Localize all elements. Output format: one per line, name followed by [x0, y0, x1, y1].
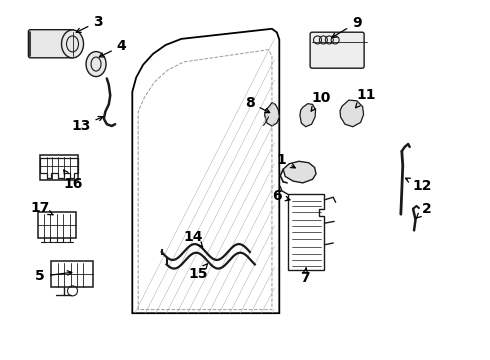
Text: 4: 4 — [99, 39, 126, 57]
Text: 17: 17 — [30, 201, 53, 215]
Text: 7: 7 — [300, 268, 310, 285]
FancyBboxPatch shape — [28, 30, 74, 58]
Text: 16: 16 — [64, 170, 83, 190]
Text: 15: 15 — [189, 264, 208, 281]
Text: 11: 11 — [356, 89, 376, 108]
Text: 6: 6 — [272, 189, 290, 203]
Text: 1: 1 — [277, 153, 295, 168]
Polygon shape — [340, 100, 364, 127]
Text: 9: 9 — [332, 16, 362, 37]
Polygon shape — [265, 103, 279, 126]
Text: 2: 2 — [416, 202, 431, 218]
Text: 12: 12 — [406, 178, 432, 193]
Ellipse shape — [62, 30, 83, 58]
Polygon shape — [283, 161, 316, 183]
Text: 10: 10 — [311, 91, 331, 111]
Ellipse shape — [86, 51, 106, 77]
Text: 8: 8 — [245, 96, 270, 113]
FancyBboxPatch shape — [310, 32, 364, 68]
Text: 13: 13 — [71, 116, 103, 133]
Text: 14: 14 — [184, 230, 203, 247]
Text: 5: 5 — [35, 270, 72, 283]
Text: 3: 3 — [76, 15, 103, 32]
Polygon shape — [300, 104, 316, 127]
